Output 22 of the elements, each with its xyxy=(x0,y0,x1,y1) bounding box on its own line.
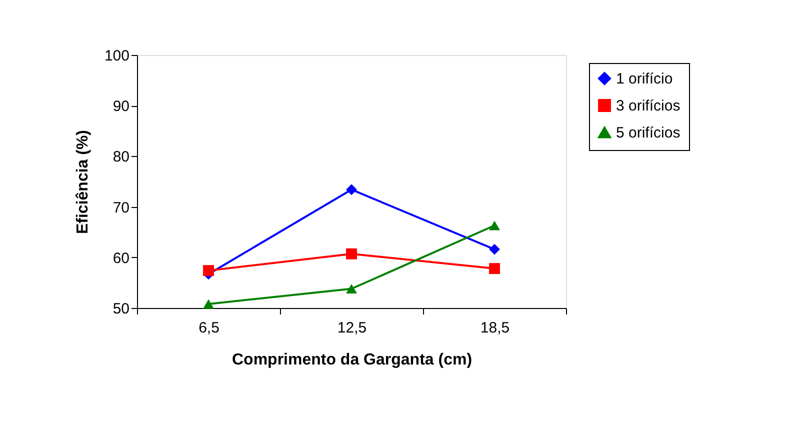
legend-label: 5 orifícios xyxy=(616,124,680,142)
legend-label: 3 orifícios xyxy=(616,98,680,114)
y-tick-label: 90 xyxy=(112,98,130,116)
point xyxy=(346,184,357,196)
y-tick-label: 50 xyxy=(112,300,130,318)
x-tick-label: 18,5 xyxy=(480,320,510,336)
y-axis-title: Eficiência (%) xyxy=(74,130,92,234)
point xyxy=(203,265,214,276)
point xyxy=(489,244,500,255)
point xyxy=(489,263,500,274)
point xyxy=(203,299,214,309)
x-axis-title: Comprimento da Garganta (cm) xyxy=(232,352,472,368)
y-tick-label: 80 xyxy=(112,148,130,166)
x-tick-label: 12,5 xyxy=(337,320,367,336)
point xyxy=(489,220,500,230)
y-tick-label: 60 xyxy=(112,250,130,267)
y-tick-label: 70 xyxy=(112,199,130,216)
x-tick-label: 6,5 xyxy=(198,320,220,336)
y-tick-label: 100 xyxy=(104,48,130,64)
legend-label: 1 orifício xyxy=(616,70,673,88)
point xyxy=(346,248,357,260)
point xyxy=(346,284,357,294)
